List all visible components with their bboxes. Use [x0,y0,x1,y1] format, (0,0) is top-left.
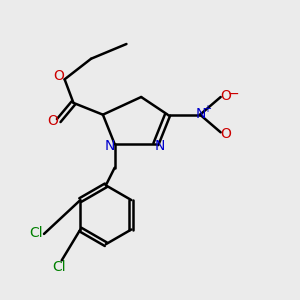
Text: N: N [196,107,206,121]
Text: O: O [47,114,58,128]
Text: +: + [202,104,211,114]
Text: Cl: Cl [29,226,43,240]
Text: N: N [154,139,165,153]
Text: O: O [220,89,231,103]
Text: −: − [228,86,239,100]
Text: Cl: Cl [52,260,65,274]
Text: O: O [220,127,231,140]
Text: N: N [105,139,116,153]
Text: O: O [53,69,64,83]
